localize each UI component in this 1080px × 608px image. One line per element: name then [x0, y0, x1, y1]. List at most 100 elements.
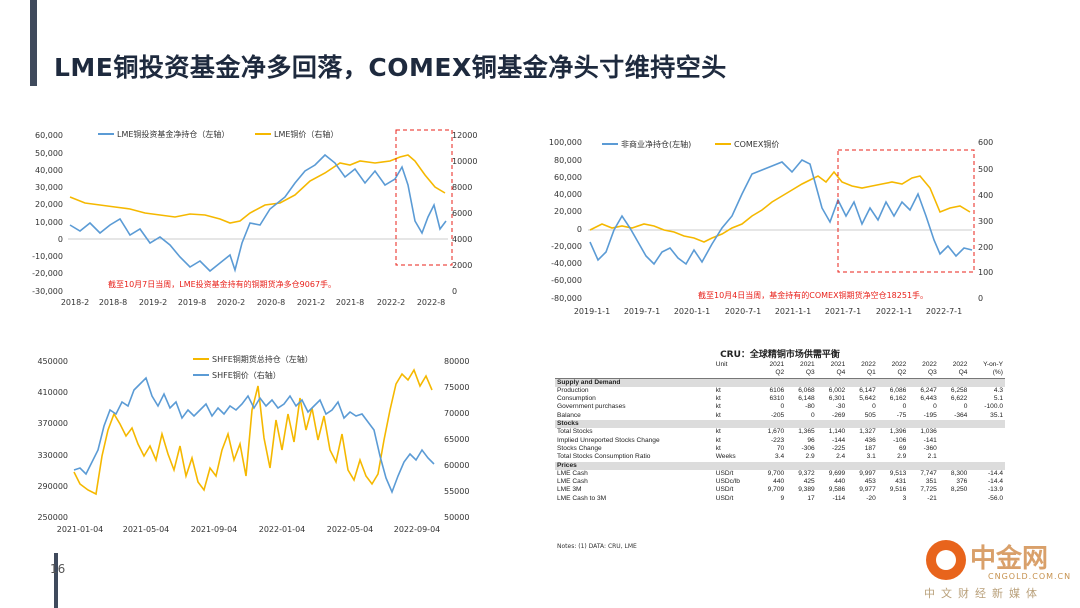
c3-x-tick: 2022-05-04	[327, 525, 374, 534]
cru-data-row: Balance kt -205 0 -269 505 -75 -195 -364 35.1	[555, 412, 1005, 420]
cru-row-unit: kt	[715, 395, 721, 403]
cru-cell: -141	[923, 436, 937, 444]
c1-series-lme-price	[69, 154, 446, 224]
c1-x-tick: 2021-8	[336, 298, 364, 307]
cru-row-unit: kt	[715, 411, 721, 419]
c3-right-tick: 50000	[444, 513, 469, 522]
cru-cell	[939, 445, 970, 453]
c1-left-tick: -10,000	[32, 252, 63, 261]
cru-cell: -306	[801, 444, 815, 452]
cru-header-cell: 2022	[861, 361, 876, 368]
c1-right-tick: 0	[452, 287, 457, 296]
cru-cell: -56.0	[987, 494, 1003, 502]
watermark-name: 中金网	[970, 544, 1049, 574]
cru-header-cell: Q2	[877, 369, 909, 379]
c1-x-tick: 2019-8	[178, 298, 206, 307]
c3-x-tick: 2021-01-04	[57, 525, 104, 534]
cru-header-cell: 2021	[800, 361, 815, 368]
c1-x-tick: 2022-8	[417, 298, 445, 307]
cru-header-unit: Unit	[715, 361, 728, 368]
cru-cell: 7,747	[920, 469, 937, 477]
cru-data-row: Implied Unreported Stocks Change kt -223 96…	[555, 437, 1005, 445]
c2-left-tick: 0	[577, 225, 582, 234]
c1-x-tick: 2020-8	[257, 298, 285, 307]
cru-cell: -20	[866, 494, 876, 502]
c3-left-tick: 330000	[37, 451, 68, 460]
cru-data-row: LME Cash USDc/lb 440 425 440 453 431 351 376 -14.…	[555, 478, 1005, 486]
cru-cell: 436	[864, 436, 876, 444]
cru-cell: -13.9	[987, 486, 1003, 494]
cru-row-unit: USD/t	[715, 486, 734, 494]
c1-x-tick: 2020-2	[217, 298, 245, 307]
c3-right-tick: 60000	[444, 461, 469, 470]
watermark-sub: 中文财经新媒体	[924, 587, 1043, 600]
c2-right-tick: 0	[978, 294, 983, 303]
c2-x-tick: 2020-1-1	[674, 307, 710, 316]
c3-left-tick: 410000	[37, 388, 68, 397]
cru-cell: 0	[963, 403, 968, 411]
c2-right-tick: 100	[978, 268, 993, 277]
cru-header-cell: Q4	[816, 369, 848, 379]
cru-header-cell: 2021	[769, 361, 785, 368]
cru-cell: 3	[902, 494, 907, 502]
cru-cell: 9,389	[798, 486, 815, 494]
c2-right-tick: 200	[978, 243, 993, 252]
cru-header-cell: 2022	[922, 361, 937, 368]
cru-cell: 9,586	[828, 486, 846, 494]
footer-accent-bar	[54, 553, 58, 608]
cru-cell: 0	[872, 403, 876, 411]
chart-shfe: 450000 410000 370000 330000 290000 25000…	[30, 350, 490, 540]
cru-cell: 2.9	[897, 453, 907, 461]
cru-cell: 1,327	[859, 428, 876, 436]
cru-row-label: LME Cash to 3M	[557, 494, 607, 502]
c1-legend-label: LME铜投资基金净持仓（左轴）	[117, 129, 229, 139]
cru-header-cell: Q2	[755, 369, 787, 379]
c2-right-tick: 500	[978, 165, 993, 174]
cru-cell	[939, 495, 970, 503]
c1-left-tick: 30,000	[35, 183, 63, 192]
c2-right-tick: 600	[978, 138, 993, 147]
cru-row-unit: kt	[715, 403, 721, 411]
cru-data-row: Production kt 6106 6,068 6,002 6,147 6,086 6,24…	[555, 387, 1005, 395]
cru-header-unit	[713, 369, 756, 379]
c2-annotation: 截至10月4日当周，基金持有的COMEX铜期货净空仓18251手。	[698, 290, 928, 300]
title-accent-bar	[30, 0, 37, 86]
cru-header-cell: Y-on-Y	[983, 361, 1003, 368]
c2-legend-label: COMEX铜价	[734, 139, 779, 149]
c2-x-tick: 2022-1-1	[876, 307, 912, 316]
cru-data-row: Consumption kt 6310 6,148 6,301 5,642 6,162 6,4…	[555, 395, 1005, 403]
c2-right-tick: 400	[978, 191, 993, 200]
cru-cell: 453	[864, 478, 876, 486]
c3-left-tick: 290000	[37, 482, 68, 491]
cru-cell: 0	[811, 411, 815, 419]
cru-cell: 8,300	[950, 469, 968, 477]
cru-cell: 6,148	[798, 395, 815, 403]
cru-cell: 9,513	[889, 469, 907, 477]
cru-row-unit: kt	[715, 386, 721, 394]
c2-x-tick: 2019-1-1	[574, 307, 610, 316]
cru-data-row: Government purchases kt 0 -80 -30 0 0 0 0 -100.0	[555, 403, 1005, 411]
c2-series-noncommercial	[589, 159, 973, 266]
c1-left-tick: 50,000	[35, 149, 63, 158]
c1-x-tick: 2018-2	[61, 298, 89, 307]
chart-lme-fund: 60,000 50,000 40,000 30,000 20,000 10,00…	[30, 125, 490, 310]
c2-left-tick: 40,000	[554, 190, 582, 199]
cru-cell: 6310	[769, 395, 785, 403]
c3-right-tick: 55000	[444, 487, 469, 496]
cru-cell: 0	[780, 403, 785, 411]
cru-cell: -21	[927, 494, 937, 502]
cru-cell: -269	[832, 411, 846, 419]
page-title: LME铜投资基金净多回落，COMEX铜基金净头寸维持空头	[54, 53, 727, 82]
c2-x-tick: 2022-7-1	[926, 307, 962, 316]
cru-cell	[939, 453, 970, 461]
page-number: 16	[50, 562, 66, 576]
c2-x-tick: 2021-1-1	[775, 307, 811, 316]
chart-shfe-svg: 450000 410000 370000 330000 290000 25000…	[37, 354, 469, 534]
c3-series-shfe-oi	[73, 368, 433, 496]
c3-x-tick: 2022-09-04	[394, 525, 441, 534]
c3-right-tick: 65000	[444, 435, 469, 444]
cru-row-label: LME 3M	[557, 486, 582, 494]
cru-data-row: Total Stocks Consumption Ratio Weeks 3.4 2.…	[555, 453, 1005, 461]
c2-left-tick: -20,000	[551, 242, 582, 251]
c3-legend-label: SHFE铜期货总持仓（左轴）	[212, 354, 313, 364]
